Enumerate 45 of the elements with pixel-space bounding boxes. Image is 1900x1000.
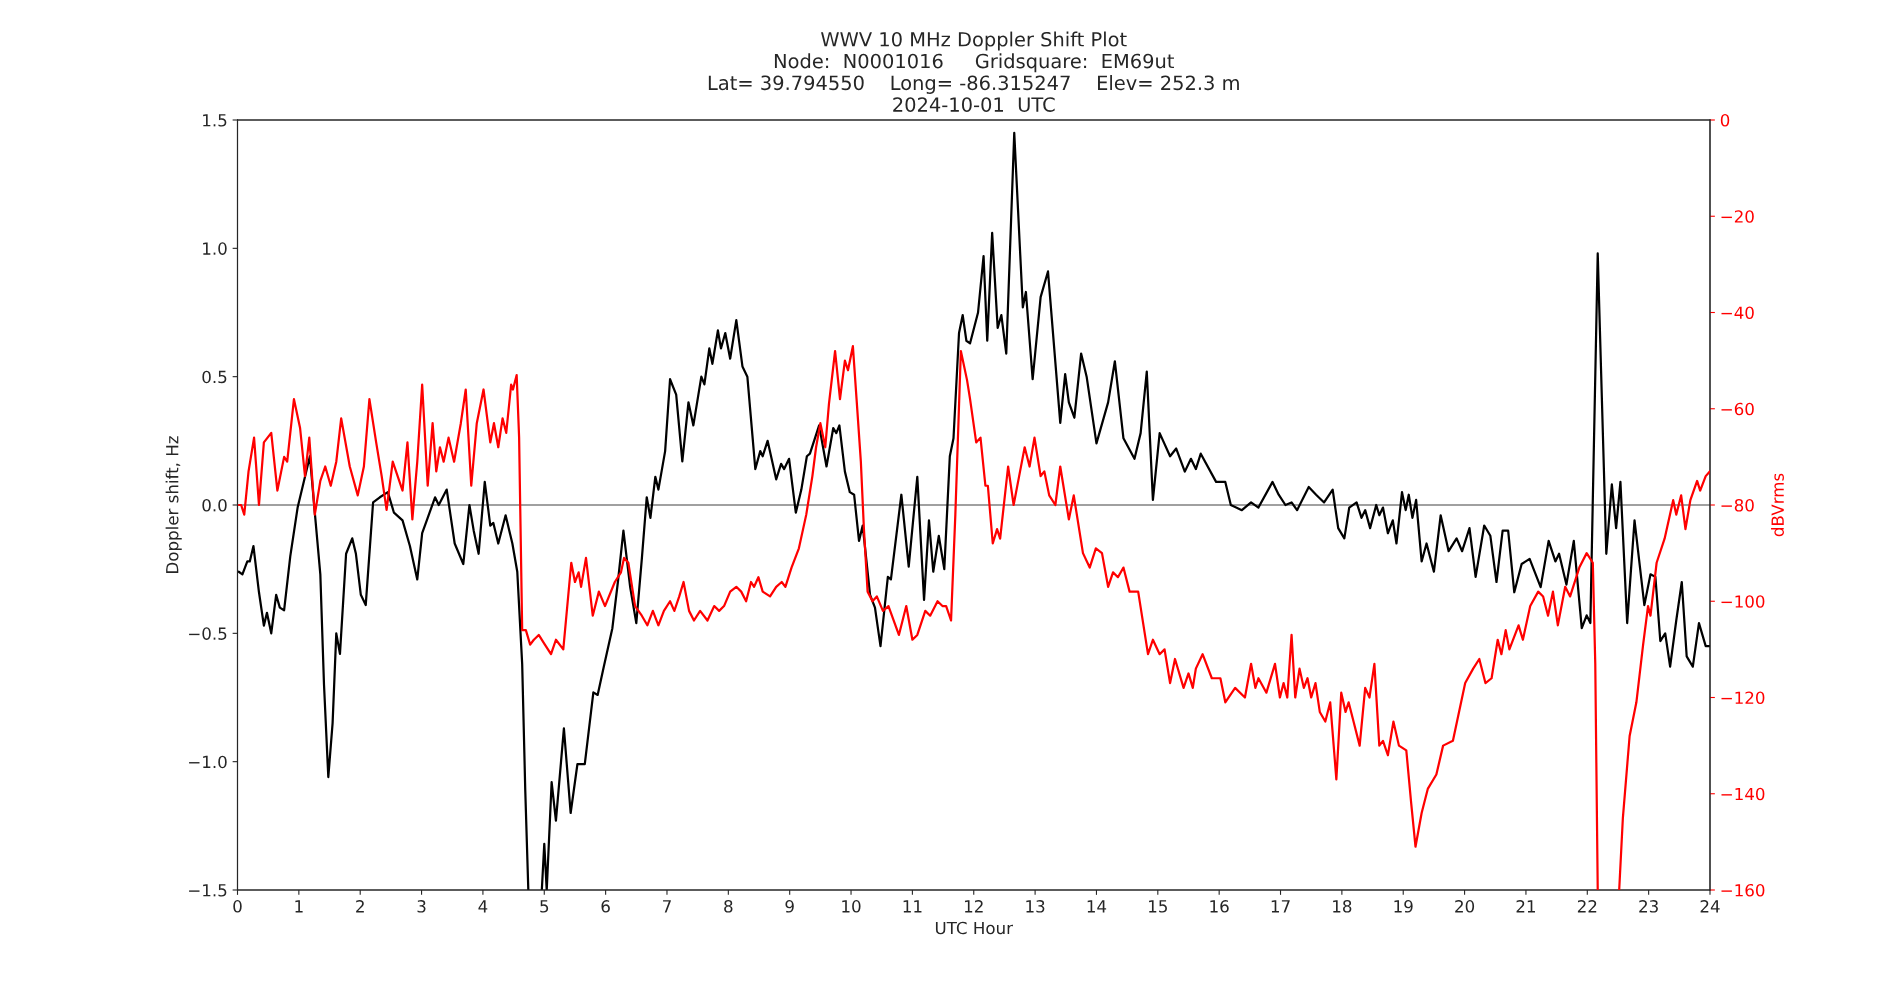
x-tick-label: 24 [1700, 900, 1720, 913]
x-tick-label: 3 [417, 900, 426, 913]
y2-axis-title: dBVrms [1771, 473, 1784, 537]
x-tick-label: 13 [1026, 900, 1045, 913]
x-tick-label: 1 [295, 900, 303, 913]
y-tick-label: 1.5 [203, 114, 227, 127]
x-tick-label: 21 [1516, 900, 1535, 913]
y-axis-title: Doppler shift, Hz [165, 436, 182, 573]
y2-tick-label: −100 [1721, 595, 1765, 608]
x-tick-label: 23 [1639, 900, 1658, 913]
x-tick-label: 19 [1394, 900, 1413, 913]
x-tick-label: 5 [540, 900, 549, 913]
chart-title: WWV 10 MHz Doppler Shift Plot Node: N0001016 Gridsquare: EM69ut Lat= 39.794550 Long= -86.315247 Elev= 252.3 m 2024-10-01 UTC [708, 31, 1239, 112]
y2-tick-label: −20 [1721, 210, 1754, 223]
x-tick-label: 15 [1149, 900, 1167, 913]
y2-tick-label: −140 [1721, 787, 1765, 801]
y-tick-label: −1.5 [189, 884, 227, 897]
y-tick-label: 1.0 [203, 242, 227, 255]
x-tick-label: 8 [724, 900, 733, 913]
y-tick-label: −1.0 [189, 755, 227, 769]
y-tick-label: 0.0 [202, 498, 227, 512]
y2-tick-label: −120 [1721, 691, 1765, 705]
y2-tick-label: −160 [1721, 883, 1765, 897]
y-tick-label: −0.5 [189, 627, 227, 640]
x-tick-label: 18 [1333, 900, 1352, 913]
x-tick-label: 22 [1577, 900, 1597, 913]
y2-tick-label: −60 [1721, 402, 1754, 416]
x-tick-label: 0 [233, 900, 242, 913]
x-tick-label: 12 [964, 900, 983, 913]
x-tick-label: 6 [601, 900, 610, 913]
y2-tick-label: −80 [1721, 498, 1754, 512]
x-tick-label: 9 [785, 900, 794, 913]
x-axis-title: UTC Hour [935, 921, 1013, 935]
x-tick-label: 17 [1271, 900, 1290, 913]
y2-tick-label: 0 [1720, 113, 1730, 127]
x-tick-label: 16 [1210, 900, 1229, 913]
x-tick-label: 14 [1087, 900, 1107, 913]
y2-tick-label: −40 [1721, 306, 1754, 320]
x-tick-label: 10 [842, 900, 861, 913]
x-tick-label: 20 [1455, 900, 1475, 913]
x-tick-label: 7 [663, 900, 671, 913]
y-tick-label: 0.5 [202, 370, 227, 384]
x-tick-label: 2 [356, 900, 364, 913]
x-tick-label: 11 [903, 900, 922, 913]
x-tick-label: 4 [478, 900, 488, 913]
